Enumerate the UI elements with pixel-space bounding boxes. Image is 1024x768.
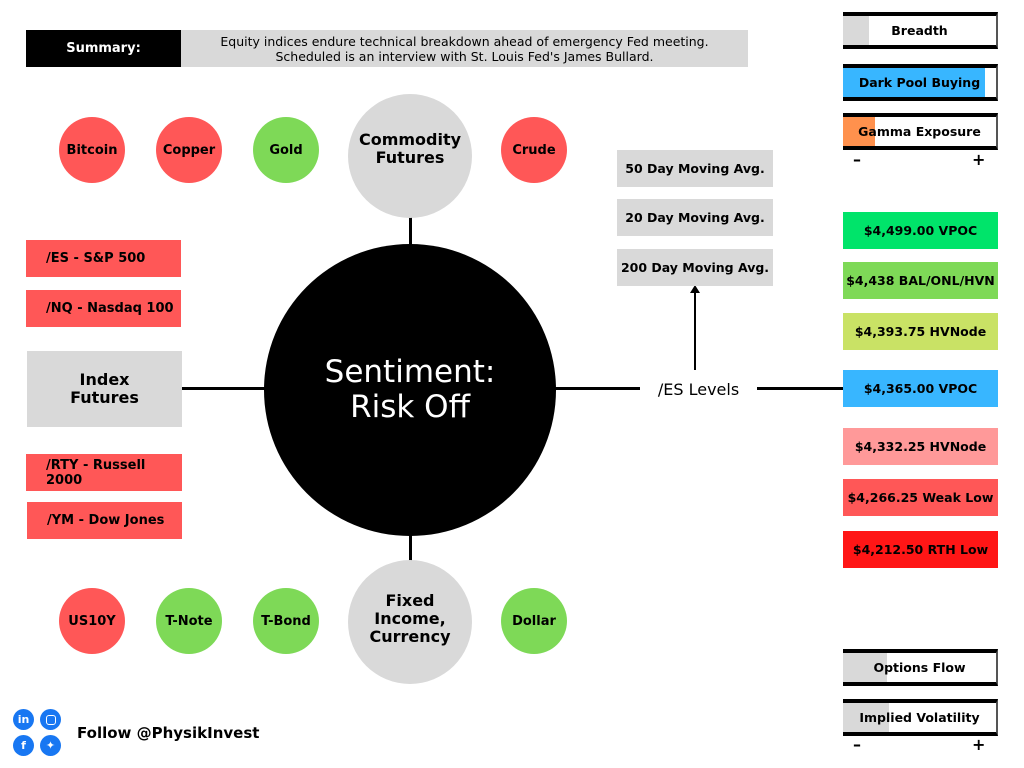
meter-fill xyxy=(843,653,888,682)
ma-20: 20 Day Moving Avg. xyxy=(617,199,773,236)
meter-label: Dark Pool Buying xyxy=(858,75,981,90)
arrow-shaft xyxy=(694,292,696,370)
meter-gamma: Gamma Exposure xyxy=(843,113,998,150)
index-futures-hub: Index Futures xyxy=(27,351,182,427)
sentiment-circle: Sentiment: Risk Off xyxy=(264,244,556,536)
meter-fill xyxy=(843,117,876,146)
meter-label: Gamma Exposure xyxy=(858,124,981,139)
level-box: $4,332.25 HVNode xyxy=(843,428,998,465)
hub-line-1: Index xyxy=(79,370,130,389)
level-box: $4,266.25 Weak Low xyxy=(843,479,998,516)
summary-label: Summary: xyxy=(26,30,181,67)
scale-plus: + xyxy=(972,735,986,754)
index-nq: /NQ - Nasdaq 100 xyxy=(26,290,181,327)
follow-text[interactable]: Follow @PhysikInvest xyxy=(77,724,260,742)
commodity-futures-hub: Commodity Futures xyxy=(348,94,472,218)
fi-us10y: US10Y xyxy=(59,588,125,654)
meter-breadth: Breadth xyxy=(843,12,998,49)
summary-line-1: Equity indices endure technical breakdow… xyxy=(220,33,709,49)
scale-minus: – xyxy=(853,150,861,169)
level-box: $4,393.75 HVNode xyxy=(843,313,998,350)
commodity-gold: Gold xyxy=(253,117,319,183)
meter-label: Implied Volatility xyxy=(859,710,980,725)
meter-label: Options Flow xyxy=(873,660,966,675)
level-box: $4,499.00 VPOC xyxy=(843,212,998,249)
meter-implied-volatility: Implied Volatility xyxy=(843,699,998,736)
ma-200: 200 Day Moving Avg. xyxy=(617,249,773,286)
meter-label: Breadth xyxy=(891,23,948,38)
meter-fill xyxy=(843,703,889,732)
hub-line-1: Fixed xyxy=(385,591,435,610)
level-box: $4,212.50 RTH Low xyxy=(843,531,998,568)
meter-options-flow: Options Flow xyxy=(843,649,998,686)
scale-plus: + xyxy=(972,150,986,169)
hub-line-3: Currency xyxy=(369,627,451,646)
level-box: $4,365.00 VPOC xyxy=(843,370,998,407)
ma-50: 50 Day Moving Avg. xyxy=(617,150,773,187)
meter-fill xyxy=(843,68,986,97)
commodity-crude: Crude xyxy=(501,117,567,183)
twitter-icon[interactable]: ✦ xyxy=(40,735,61,756)
connector-levels xyxy=(757,387,843,390)
es-levels-label: /ES Levels xyxy=(657,379,740,399)
fi-dollar: Dollar xyxy=(501,588,567,654)
sentiment-line-1: Sentiment: xyxy=(324,354,496,390)
connector-right xyxy=(554,387,640,390)
summary-text: Equity indices endure technical breakdow… xyxy=(181,30,748,67)
connector-top xyxy=(409,203,412,245)
scale-minus: – xyxy=(853,735,861,754)
arrow-head-icon xyxy=(690,285,700,293)
level-box: $4,438 BAL/ONL/HVN xyxy=(843,262,998,299)
hub-line-2: Futures xyxy=(70,388,139,407)
instagram-icon[interactable] xyxy=(40,709,61,730)
hub-line-1: Commodity xyxy=(358,130,462,149)
fi-t-note: T-Note xyxy=(156,588,222,654)
meter-dark-pool: Dark Pool Buying xyxy=(843,64,998,101)
hub-line-2: Futures xyxy=(375,148,445,167)
fi-t-bond: T-Bond xyxy=(253,588,319,654)
connector-bottom xyxy=(409,534,412,561)
commodity-bitcoin: Bitcoin xyxy=(59,117,125,183)
meter-fill xyxy=(843,16,869,45)
commodity-copper: Copper xyxy=(156,117,222,183)
index-rty: /RTY - Russell 2000 xyxy=(26,454,182,491)
sentiment-line-2: Risk Off xyxy=(350,389,470,425)
index-ym: /YM - Dow Jones xyxy=(27,502,182,539)
fixed-income-hub: Fixed Income, Currency xyxy=(348,560,472,684)
summary-line-2: Scheduled is an interview with St. Louis… xyxy=(275,48,654,64)
index-es: /ES - S&P 500 xyxy=(26,240,181,277)
facebook-icon[interactable]: f xyxy=(13,735,34,756)
connector-left xyxy=(182,387,266,390)
hub-line-2: Income, xyxy=(374,609,446,628)
linkedin-icon[interactable]: in xyxy=(13,709,34,730)
